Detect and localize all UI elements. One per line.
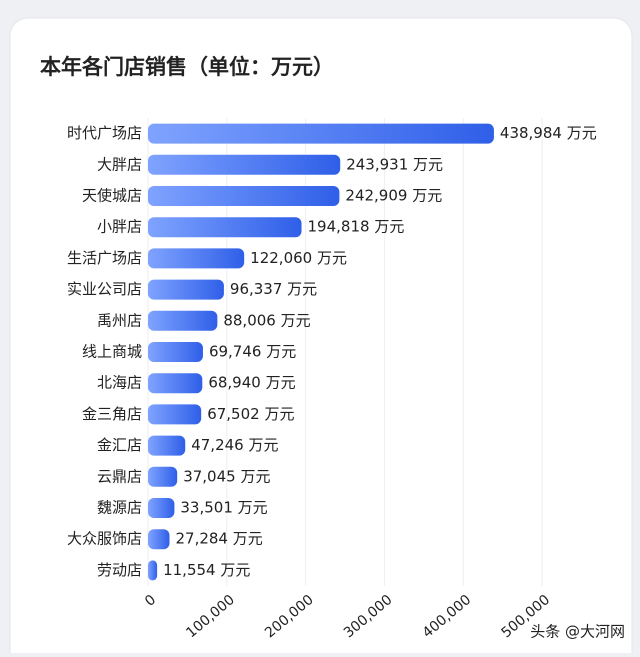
y-tick-label: 小胖店 (97, 218, 142, 236)
value-label: 122,060 万元 (250, 249, 347, 267)
value-label: 27,284 万元 (175, 530, 262, 548)
bar (148, 154, 341, 175)
value-label: 243,931 万元 (346, 155, 443, 173)
y-tick-label: 金三角店 (82, 405, 142, 423)
value-label: 33,501 万元 (180, 499, 267, 517)
bar (148, 310, 218, 331)
value-label: 11,554 万元 (163, 561, 250, 579)
bar (148, 529, 170, 550)
y-tick-label: 生活广场店 (67, 249, 142, 267)
bar (148, 186, 340, 206)
y-tick-label: 大胖店 (97, 155, 142, 173)
bar (148, 466, 178, 487)
bar (148, 248, 245, 269)
bar (148, 279, 224, 300)
bar (148, 123, 494, 144)
value-label: 242,909 万元 (345, 187, 442, 205)
value-label: 68,940 万元 (208, 374, 295, 392)
bar (148, 435, 186, 456)
watermark: 头条 @大河网 (530, 623, 625, 641)
y-tick-label: 魏源店 (97, 499, 142, 517)
value-label: 194,818 万元 (308, 218, 405, 236)
y-tick-label: 时代广场店 (67, 124, 142, 142)
chart-title: 本年各门店销售（单位：万元） (40, 55, 334, 79)
bar (148, 217, 302, 238)
y-tick-label: 线上商城 (82, 343, 142, 361)
bar (148, 404, 202, 425)
y-tick-label: 天使城店 (82, 187, 142, 205)
y-tick-label: 金汇店 (97, 436, 142, 454)
value-label: 69,746 万元 (209, 343, 296, 361)
y-tick-label: 实业公司店 (67, 280, 142, 298)
bar (148, 342, 203, 362)
value-label: 96,337 万元 (230, 280, 317, 298)
y-tick-label: 禹州店 (97, 311, 142, 329)
card (9, 17, 633, 657)
y-tick-label: 大众服饰店 (67, 530, 142, 548)
value-label: 47,246 万元 (191, 436, 278, 454)
y-tick-label: 劳动店 (97, 561, 142, 579)
bar (148, 373, 203, 394)
value-label: 88,006 万元 (223, 311, 310, 329)
bar (148, 498, 175, 518)
y-tick-label: 北海店 (97, 374, 142, 392)
value-label: 67,502 万元 (207, 405, 294, 423)
value-label: 37,045 万元 (183, 467, 270, 485)
bar (148, 560, 158, 581)
y-tick-label: 云鼎店 (97, 467, 142, 485)
value-label: 438,984 万元 (500, 124, 597, 142)
